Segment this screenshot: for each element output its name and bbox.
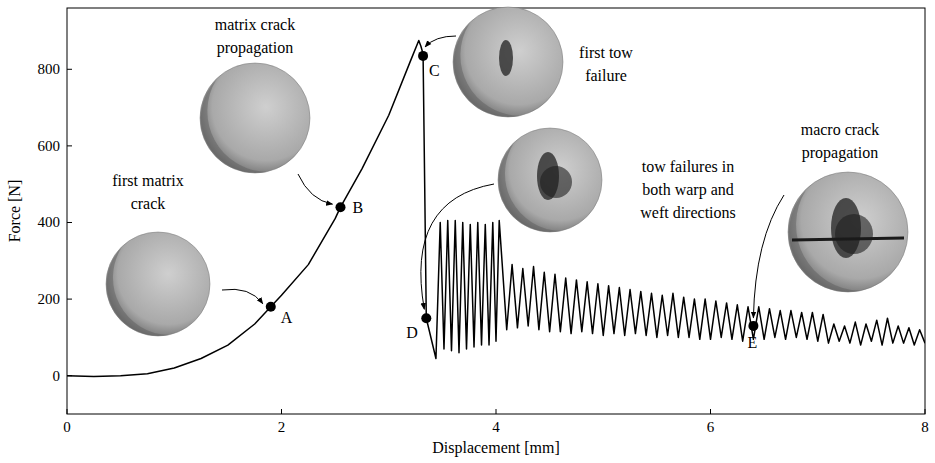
annotation-text: weft directions (640, 204, 736, 221)
annotation-text: crack (131, 195, 166, 212)
point-label: E (747, 334, 757, 351)
x-tick (67, 409, 68, 414)
y-tick-label: 400 (38, 214, 61, 230)
annotation-arrow (753, 195, 784, 318)
photo-inset (200, 63, 310, 173)
y-tick-label: 800 (38, 61, 61, 77)
annotation-text: first matrix (112, 172, 184, 189)
chart: 0 2 4 6 8 0 200 400 600 800 Displacement [mm] Force… (0, 0, 935, 463)
x-axis-title: Displacement [mm] (432, 439, 560, 457)
point-marker (748, 321, 758, 331)
y-tick (67, 69, 72, 70)
point-marker (418, 51, 428, 61)
x-tick (281, 409, 282, 414)
point-label: D (406, 324, 418, 341)
y-tick (67, 299, 72, 300)
plot-frame (67, 8, 925, 414)
point-label: A (281, 309, 293, 326)
x-tick (710, 409, 711, 414)
annotation-arrow (425, 36, 456, 47)
annotation-text: matrix crack (215, 16, 295, 33)
annotation-text: propagation (217, 39, 293, 57)
y-tick (67, 222, 72, 223)
annotation-arrow (298, 174, 332, 204)
annotation-text: macro crack (801, 121, 880, 138)
y-tick-label: 0 (53, 368, 61, 384)
point-label: B (352, 199, 363, 216)
point-marker (335, 202, 345, 212)
x-tick-label: 4 (492, 419, 500, 435)
annotation-text: first tow (579, 44, 633, 61)
x-tick (496, 409, 497, 414)
x-tick-label: 0 (63, 419, 71, 435)
y-axis-title: Force [N] (6, 180, 23, 243)
point-marker (421, 313, 431, 323)
y-tick-label: 600 (38, 138, 61, 154)
x-tick-label: 6 (707, 419, 715, 435)
x-tick-label: 8 (921, 419, 929, 435)
annotation-text: failure (585, 67, 627, 84)
y-tick-label: 200 (38, 291, 61, 307)
x-tick-label: 2 (278, 419, 286, 435)
annotation-arrow (222, 289, 263, 303)
photo-inset (498, 128, 602, 232)
photo-inset (106, 232, 210, 336)
point-marker (266, 302, 276, 312)
annotation-text: tow failures in (642, 158, 734, 175)
x-tick (925, 409, 926, 414)
annotation-text: both warp and (642, 181, 734, 199)
annotation-arrow (421, 184, 494, 309)
photo-inset (788, 172, 908, 292)
annotation-text: propagation (802, 144, 878, 162)
photo-inset (453, 7, 563, 117)
point-label: C (429, 62, 440, 79)
y-tick (67, 145, 72, 146)
